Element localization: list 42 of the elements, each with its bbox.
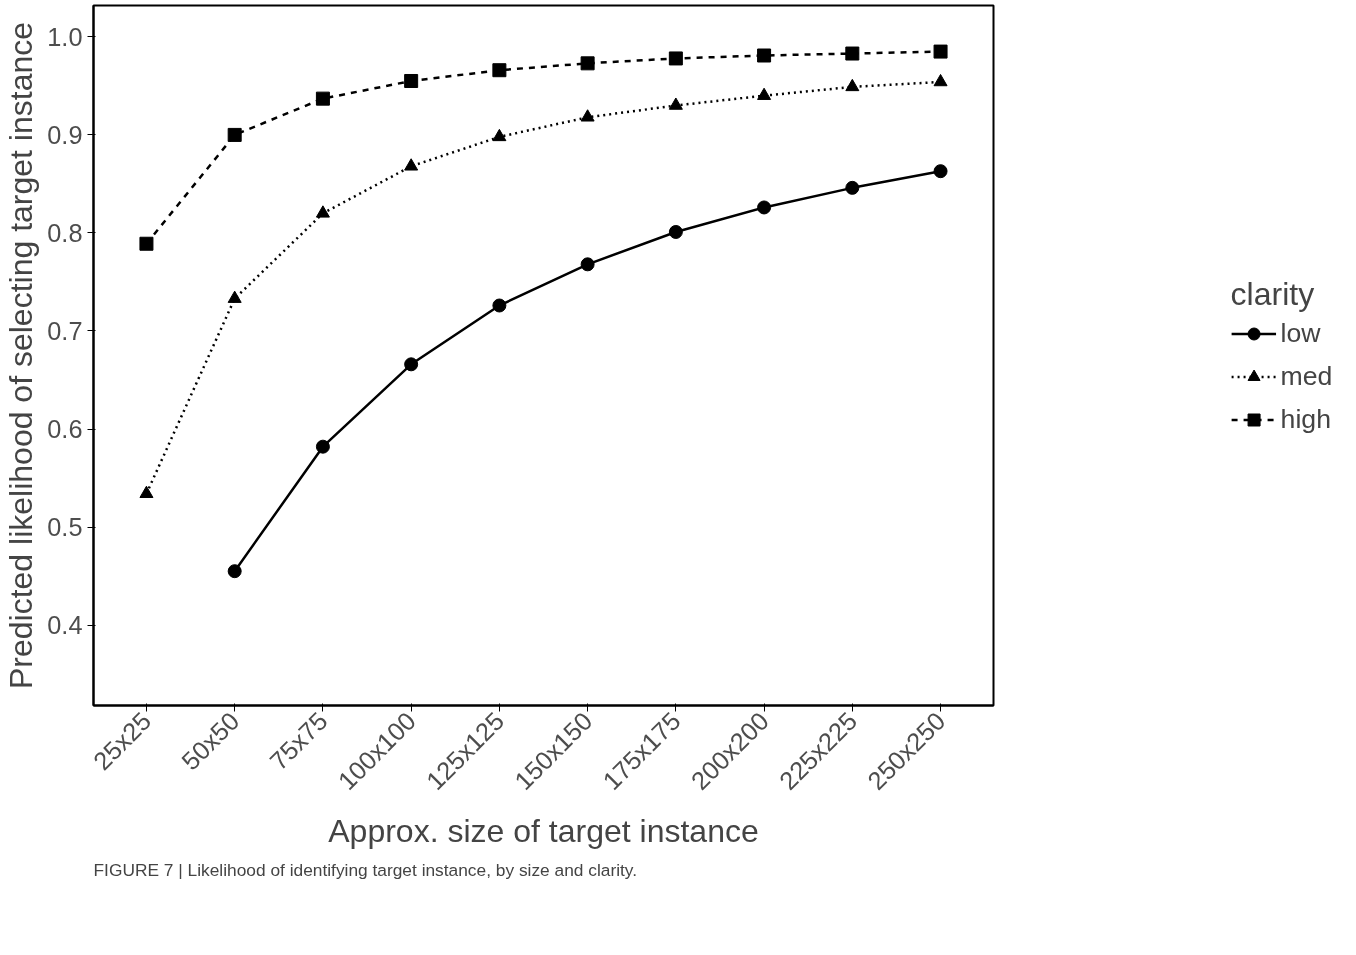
point [404, 73, 419, 88]
y-tick-label: 0.4 [47, 611, 83, 640]
point [845, 46, 860, 61]
point [757, 200, 772, 215]
point [933, 44, 948, 59]
point [315, 91, 330, 106]
point [139, 236, 154, 251]
point [227, 127, 242, 142]
y-tick-label: 0.5 [47, 513, 83, 542]
point [668, 224, 683, 239]
point [492, 298, 507, 313]
y-tick-label: 0.9 [47, 120, 83, 149]
point [668, 97, 683, 110]
legend-label: low [1280, 317, 1321, 349]
y-tick-label: 0.7 [47, 316, 83, 345]
x-axis-title: Approx. size of target instance [328, 813, 759, 850]
point [492, 63, 507, 78]
y-tick-label: 1.0 [47, 22, 83, 51]
point [404, 158, 419, 171]
caption: FIGURE 7 | Likelihood of identifying target instance, by size and clarity. [93, 859, 638, 880]
y-axis-title: Predicted likelihood of selecting target instance [3, 21, 40, 690]
point [492, 128, 507, 142]
legend-label: med [1280, 360, 1333, 392]
point [757, 48, 772, 63]
point [580, 257, 595, 272]
point [845, 78, 860, 92]
legend-label: high [1280, 403, 1331, 435]
legend-title: clarity [1230, 275, 1316, 313]
point [580, 56, 595, 71]
point [315, 439, 330, 454]
point [315, 205, 330, 218]
y-tick-label: 0.8 [47, 218, 83, 247]
point [580, 109, 595, 122]
point [404, 357, 419, 372]
point [668, 51, 683, 66]
point [933, 164, 948, 179]
point [933, 73, 948, 87]
point [227, 564, 242, 579]
point [845, 180, 860, 195]
point [227, 290, 242, 303]
y-tick-label: 0.6 [47, 415, 83, 444]
point [757, 87, 772, 100]
